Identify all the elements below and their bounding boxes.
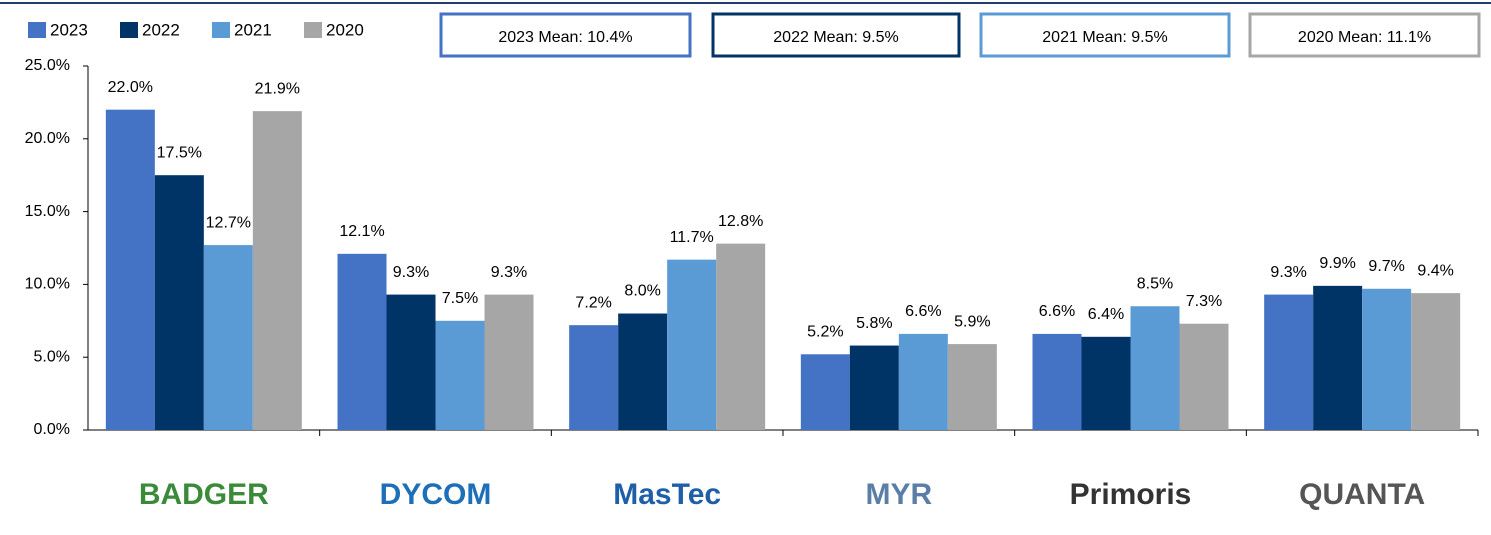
- mean-box: [711, 12, 961, 58]
- value-label: 6.4%: [1088, 306, 1124, 323]
- category-label: QUANTA: [1299, 478, 1425, 511]
- y-tick-label: 25.0%: [25, 57, 70, 74]
- bar: [1313, 285, 1363, 430]
- value-label: 9.7%: [1368, 258, 1404, 275]
- mean-label: 2023 Mean: 10.4%: [498, 29, 632, 46]
- mean-label: 2020 Mean: 11.1%: [1298, 29, 1431, 46]
- mean-label: 2021 Mean: 9.5%: [1042, 29, 1167, 46]
- legend-label: 2021: [234, 20, 272, 39]
- bar: [1362, 288, 1412, 430]
- value-label: 5.8%: [856, 315, 892, 332]
- mean-box: [439, 12, 692, 58]
- category-label: MYR: [865, 478, 932, 511]
- bar: [386, 294, 436, 430]
- legend-swatch: [28, 22, 46, 38]
- bar: [1264, 294, 1314, 430]
- bar: [947, 344, 997, 430]
- bar: [1179, 323, 1229, 430]
- bar: [716, 243, 766, 430]
- value-label: 9.3%: [491, 264, 527, 281]
- bar: [618, 313, 668, 430]
- bar: [898, 333, 948, 430]
- y-tick-label: 0.0%: [34, 421, 70, 438]
- value-label: 9.9%: [1319, 255, 1355, 272]
- value-label: 9.3%: [393, 264, 429, 281]
- value-label: 7.3%: [1186, 293, 1222, 310]
- value-label: 17.5%: [157, 144, 202, 161]
- category-label: DYCOM: [380, 478, 492, 511]
- value-label: 12.7%: [206, 214, 251, 231]
- bar: [1130, 306, 1180, 430]
- legend-swatch: [304, 22, 322, 38]
- bar: [1032, 333, 1082, 430]
- legend-label: 2022: [142, 20, 180, 39]
- value-label: 12.1%: [339, 223, 384, 240]
- bar: [1411, 293, 1461, 430]
- mean-box: [1248, 12, 1481, 58]
- value-label: 8.5%: [1137, 275, 1173, 292]
- legend-label: 2020: [326, 20, 364, 39]
- bar: [569, 325, 619, 430]
- bar: [105, 109, 155, 431]
- bar: [667, 259, 717, 430]
- legend-swatch: [212, 22, 230, 38]
- bar: [154, 175, 204, 430]
- legend-swatch: [120, 22, 138, 38]
- bar: [337, 253, 387, 430]
- bar: [435, 320, 485, 430]
- bar: [1081, 336, 1131, 430]
- bar: [800, 354, 850, 430]
- value-label: 7.2%: [575, 294, 611, 311]
- mean-box: [979, 12, 1231, 58]
- y-tick-label: 15.0%: [25, 203, 70, 220]
- bar: [203, 245, 253, 430]
- bar: [252, 111, 302, 431]
- value-label: 21.9%: [255, 80, 300, 97]
- value-label: 5.9%: [954, 313, 990, 330]
- value-label: 7.5%: [442, 290, 478, 307]
- y-tick-label: 10.0%: [25, 276, 70, 293]
- category-label: BADGER: [139, 478, 269, 511]
- y-tick-label: 20.0%: [25, 130, 70, 147]
- value-label: 22.0%: [108, 79, 153, 96]
- y-tick-label: 5.0%: [34, 348, 70, 365]
- mean-label: 2022 Mean: 9.5%: [773, 29, 898, 46]
- legend-label: 2023: [50, 20, 88, 39]
- value-label: 5.2%: [807, 324, 843, 341]
- value-label: 6.6%: [905, 303, 941, 320]
- value-label: 9.4%: [1417, 262, 1453, 279]
- bar: [484, 294, 534, 430]
- category-label: Primoris: [1070, 478, 1192, 511]
- bar: [849, 345, 899, 430]
- category-label: MasTec: [613, 478, 721, 511]
- value-label: 6.6%: [1039, 303, 1075, 320]
- value-label: 9.3%: [1270, 264, 1306, 281]
- value-label: 12.8%: [718, 213, 763, 230]
- value-label: 8.0%: [624, 283, 660, 300]
- value-label: 11.7%: [670, 229, 714, 246]
